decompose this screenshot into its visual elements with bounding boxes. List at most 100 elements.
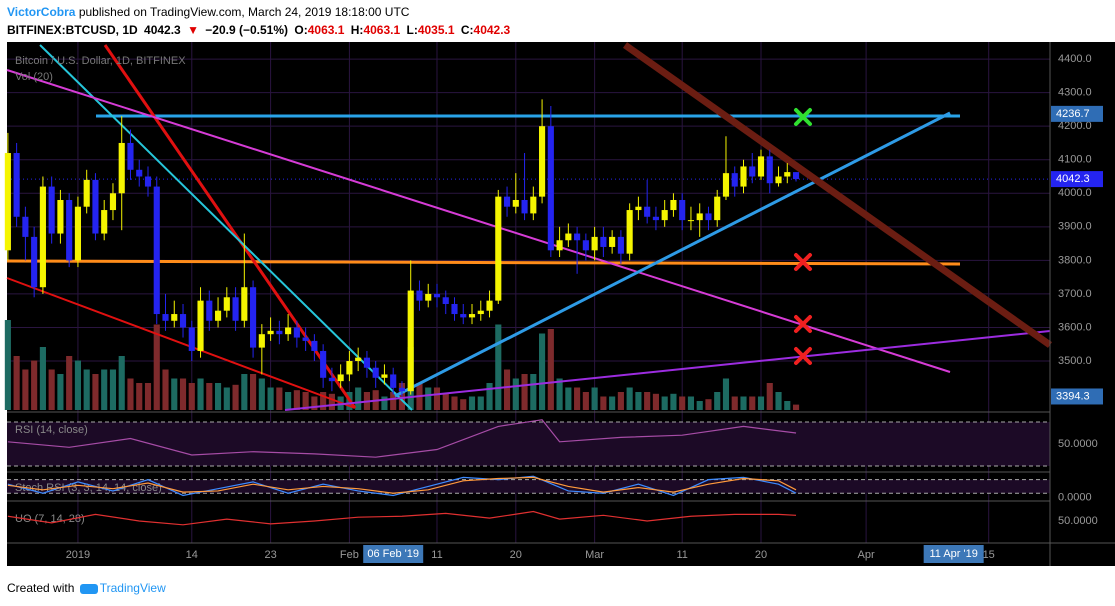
price-tag-bg: [1051, 388, 1103, 405]
arrow: ▼: [187, 23, 199, 37]
candle-body: [179, 314, 187, 328]
candle-body: [346, 361, 353, 375]
candle-body: [547, 126, 554, 251]
red-cross: [794, 253, 812, 271]
volume-bar: [687, 396, 695, 410]
candle-body: [731, 173, 738, 187]
volume-bar: [766, 383, 773, 410]
created-with: Created with: [7, 581, 75, 595]
candle-body: [617, 236, 624, 254]
last-price: 4042.3: [144, 23, 181, 37]
volume-bar: [153, 324, 160, 410]
volume-bar: [433, 387, 441, 410]
volume-bar: [617, 392, 624, 410]
x-tick-label: Mar: [585, 549, 604, 561]
volume-bar: [425, 387, 432, 410]
candle-body: [679, 199, 686, 221]
y-tick-label: 3900.0: [1058, 221, 1092, 233]
candle-body: [363, 357, 370, 368]
volume-bar: [57, 374, 64, 410]
volume-bar: [311, 396, 318, 410]
l-value: 4035.1: [417, 23, 455, 37]
candle-body: [451, 303, 458, 315]
purple-trendline: [284, 330, 1051, 411]
candle-body: [57, 199, 64, 234]
candle-body: [757, 156, 765, 177]
x-highlight-label: 06 Feb '19: [367, 548, 419, 560]
volume-bar: [460, 399, 467, 410]
volume-bar: [784, 401, 791, 410]
o-label: O:: [294, 23, 308, 37]
brand[interactable]: TradingView: [99, 581, 166, 595]
candle-body: [109, 193, 117, 211]
volume-bar: [127, 378, 134, 410]
volume-bar: [714, 392, 721, 410]
candle-body: [539, 126, 546, 197]
band-bg: [7, 422, 1050, 466]
candle-body: [775, 176, 782, 184]
candle-body: [171, 314, 178, 321]
h-value: 4063.1: [363, 23, 401, 37]
last-price-bg: [1051, 171, 1103, 188]
candle-body: [600, 236, 607, 247]
volume-bar: [565, 387, 572, 410]
indicator-line: [7, 510, 797, 526]
candle-body: [477, 310, 484, 315]
candle-body: [101, 210, 108, 234]
volume-bar: [241, 374, 248, 410]
volume-bar: [591, 387, 598, 410]
candle-body: [670, 199, 677, 211]
y-tick-label: 3500.0: [1058, 355, 1092, 367]
volume-bar: [328, 393, 335, 410]
candle-body: [328, 377, 335, 382]
volume-bar: [609, 396, 616, 410]
candle-body: [197, 300, 204, 351]
volume-bar: [749, 396, 756, 410]
y-tick-label: 50.0000: [1058, 515, 1098, 527]
volume-bar: [600, 396, 607, 410]
volume-bar: [188, 383, 195, 410]
candle-body: [635, 206, 642, 211]
candle-body: [337, 374, 344, 382]
volume-bar: [285, 392, 292, 410]
candle-body: [214, 310, 222, 321]
candle-body: [381, 374, 388, 378]
candle-body: [792, 172, 800, 180]
volume-bar: [398, 383, 406, 410]
volume-bar: [547, 329, 554, 410]
rsi-label: RSI (14, close): [15, 424, 88, 436]
volume-bar: [477, 396, 484, 410]
footer: Created with TradingView: [7, 581, 166, 595]
candle-body: [398, 387, 406, 392]
blue-trendline: [394, 111, 951, 398]
volume-bar: [521, 374, 528, 410]
volume-bar: [775, 392, 782, 410]
candle-body: [144, 176, 152, 187]
candle-body: [503, 196, 511, 207]
candle-body: [241, 287, 248, 321]
candle-body: [92, 179, 99, 234]
candle-body: [118, 142, 125, 194]
x-tick-label: Feb: [340, 549, 359, 561]
volume-bar: [740, 396, 747, 410]
volume-label: Vol (20): [15, 71, 53, 83]
volume-bar: [267, 387, 274, 410]
author[interactable]: VictorCobra: [7, 5, 76, 19]
candle-body: [22, 216, 29, 237]
x-tick-label: 11: [431, 549, 442, 561]
candle-body: [512, 199, 519, 207]
candle-body: [74, 206, 81, 261]
volume-bar: [503, 369, 511, 410]
volume-bar: [731, 396, 738, 410]
candle-body: [521, 199, 528, 214]
volume-bar: [556, 378, 563, 410]
y-tick-label: 4300.0: [1058, 87, 1092, 99]
candle-body: [355, 357, 362, 362]
markers: [794, 108, 812, 365]
volume-bar: [92, 374, 99, 410]
candle-body: [652, 216, 659, 221]
y-tick-label: 4200.0: [1058, 120, 1092, 132]
volume-bar: [582, 392, 589, 410]
volume-bar: [381, 396, 388, 410]
